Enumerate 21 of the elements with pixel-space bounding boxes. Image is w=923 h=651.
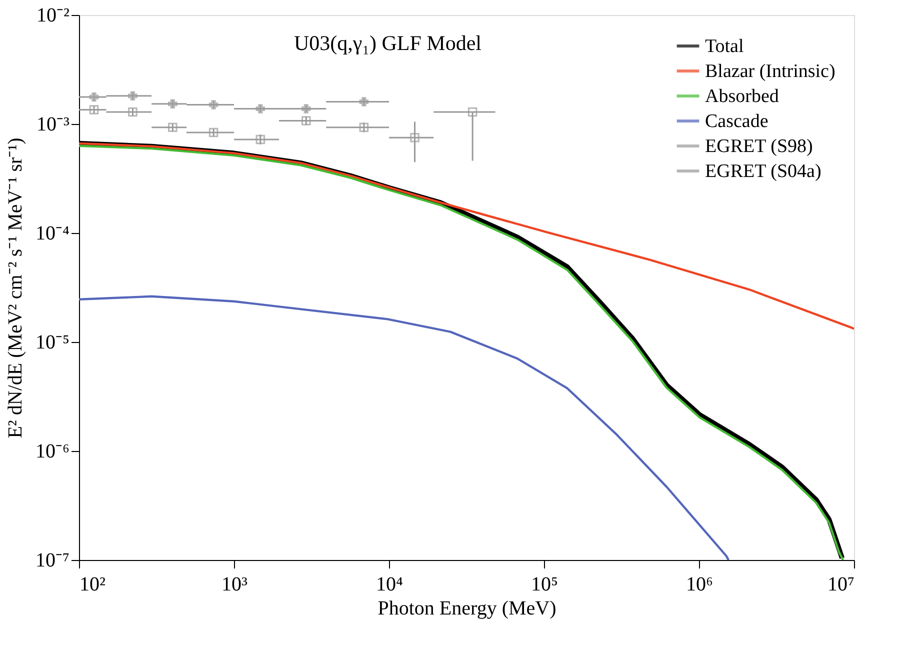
x-tick-label: 10⁷: [828, 574, 855, 596]
y-tick-label: 10⁻⁷: [36, 550, 70, 572]
x-tick-label: 10⁵: [531, 574, 558, 596]
y-tick-label: 10⁻³: [36, 114, 70, 136]
legend-label: Absorbed: [705, 86, 780, 107]
legend-label: EGRET (S98): [705, 136, 813, 157]
x-tick-label: 10⁶: [686, 574, 714, 596]
x-tick-label: 10³: [222, 574, 248, 596]
y-axis-title: E² dN/dE (MeV² cm⁻² s⁻¹ MeV⁻¹ sr⁻¹): [4, 138, 27, 438]
y-tick-label: 10⁻⁶: [36, 440, 70, 462]
legend-label: EGRET (S04a): [705, 161, 822, 182]
annotation: U03(q,γ₁) GLF Model: [294, 31, 482, 55]
legend-label: Cascade: [705, 111, 768, 132]
x-axis-title: Photon Energy (MeV): [378, 598, 556, 620]
y-tick-label: 10⁻⁵: [36, 332, 70, 354]
y-tick-label: 10⁻⁴: [36, 222, 70, 244]
y-tick-label: 10⁻²: [36, 4, 70, 26]
legend-label: Blazar (Intrinsic): [705, 61, 836, 82]
x-tick-label: 10²: [80, 574, 106, 596]
x-tick-label: 10⁴: [376, 574, 404, 596]
legend-label: Total: [705, 36, 744, 57]
